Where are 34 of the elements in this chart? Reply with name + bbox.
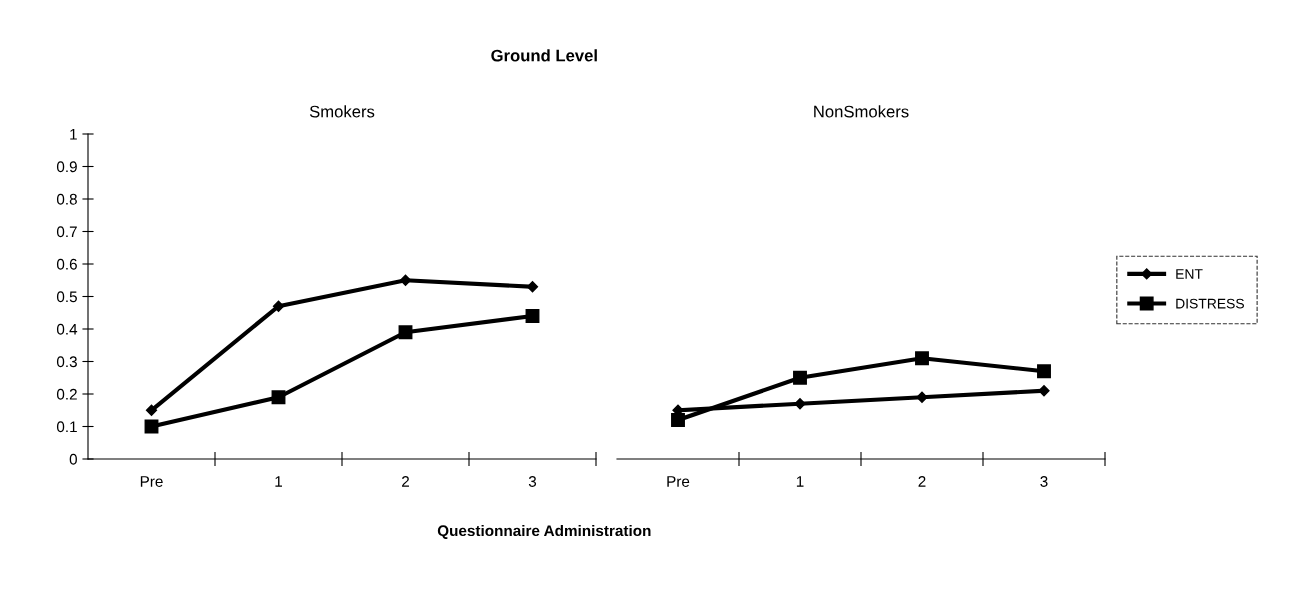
x-tick-label: Pre xyxy=(140,476,163,487)
y-tick-label: 0.2 xyxy=(56,388,77,400)
x-tick-label: 3 xyxy=(1040,476,1048,487)
y-tick-label: 0.8 xyxy=(56,193,77,205)
y-tick-label: 0.9 xyxy=(56,161,77,173)
x-tick-label: 2 xyxy=(402,476,409,487)
x-tick-label: 3 xyxy=(528,476,537,487)
y-tick-label: 1 xyxy=(70,129,77,140)
y-tick-label: 0 xyxy=(69,453,77,465)
point xyxy=(525,309,540,323)
y-tick-label: 0.4 xyxy=(56,323,78,335)
x-tick-label: 1 xyxy=(796,476,804,487)
point xyxy=(398,325,413,340)
y-tick-label: 0.6 xyxy=(56,258,77,270)
y-tick-label: 0.7 xyxy=(56,226,77,238)
x-axis-title: Questionnaire Administration xyxy=(437,524,651,539)
x-tick-label: 1 xyxy=(275,476,282,487)
y-tick-label: 0.1 xyxy=(56,421,77,433)
chart-title: Smokers xyxy=(309,105,375,118)
chart-title: NonSmokers xyxy=(814,105,909,118)
point xyxy=(272,300,285,312)
legend-label: ENT xyxy=(1176,269,1203,279)
x-tick-label: Pre xyxy=(667,476,690,487)
point xyxy=(271,390,286,405)
point xyxy=(1037,364,1051,379)
point xyxy=(671,413,685,427)
y-tick-label: 0.5 xyxy=(56,291,77,303)
point xyxy=(145,404,158,416)
text: Ground Level xyxy=(491,49,597,62)
point xyxy=(793,370,807,385)
x-tick-label: 2 xyxy=(918,476,926,487)
legend-label: DISTRESS xyxy=(1176,298,1244,309)
y-tick-label: 0.3 xyxy=(56,356,77,368)
point xyxy=(915,351,929,366)
